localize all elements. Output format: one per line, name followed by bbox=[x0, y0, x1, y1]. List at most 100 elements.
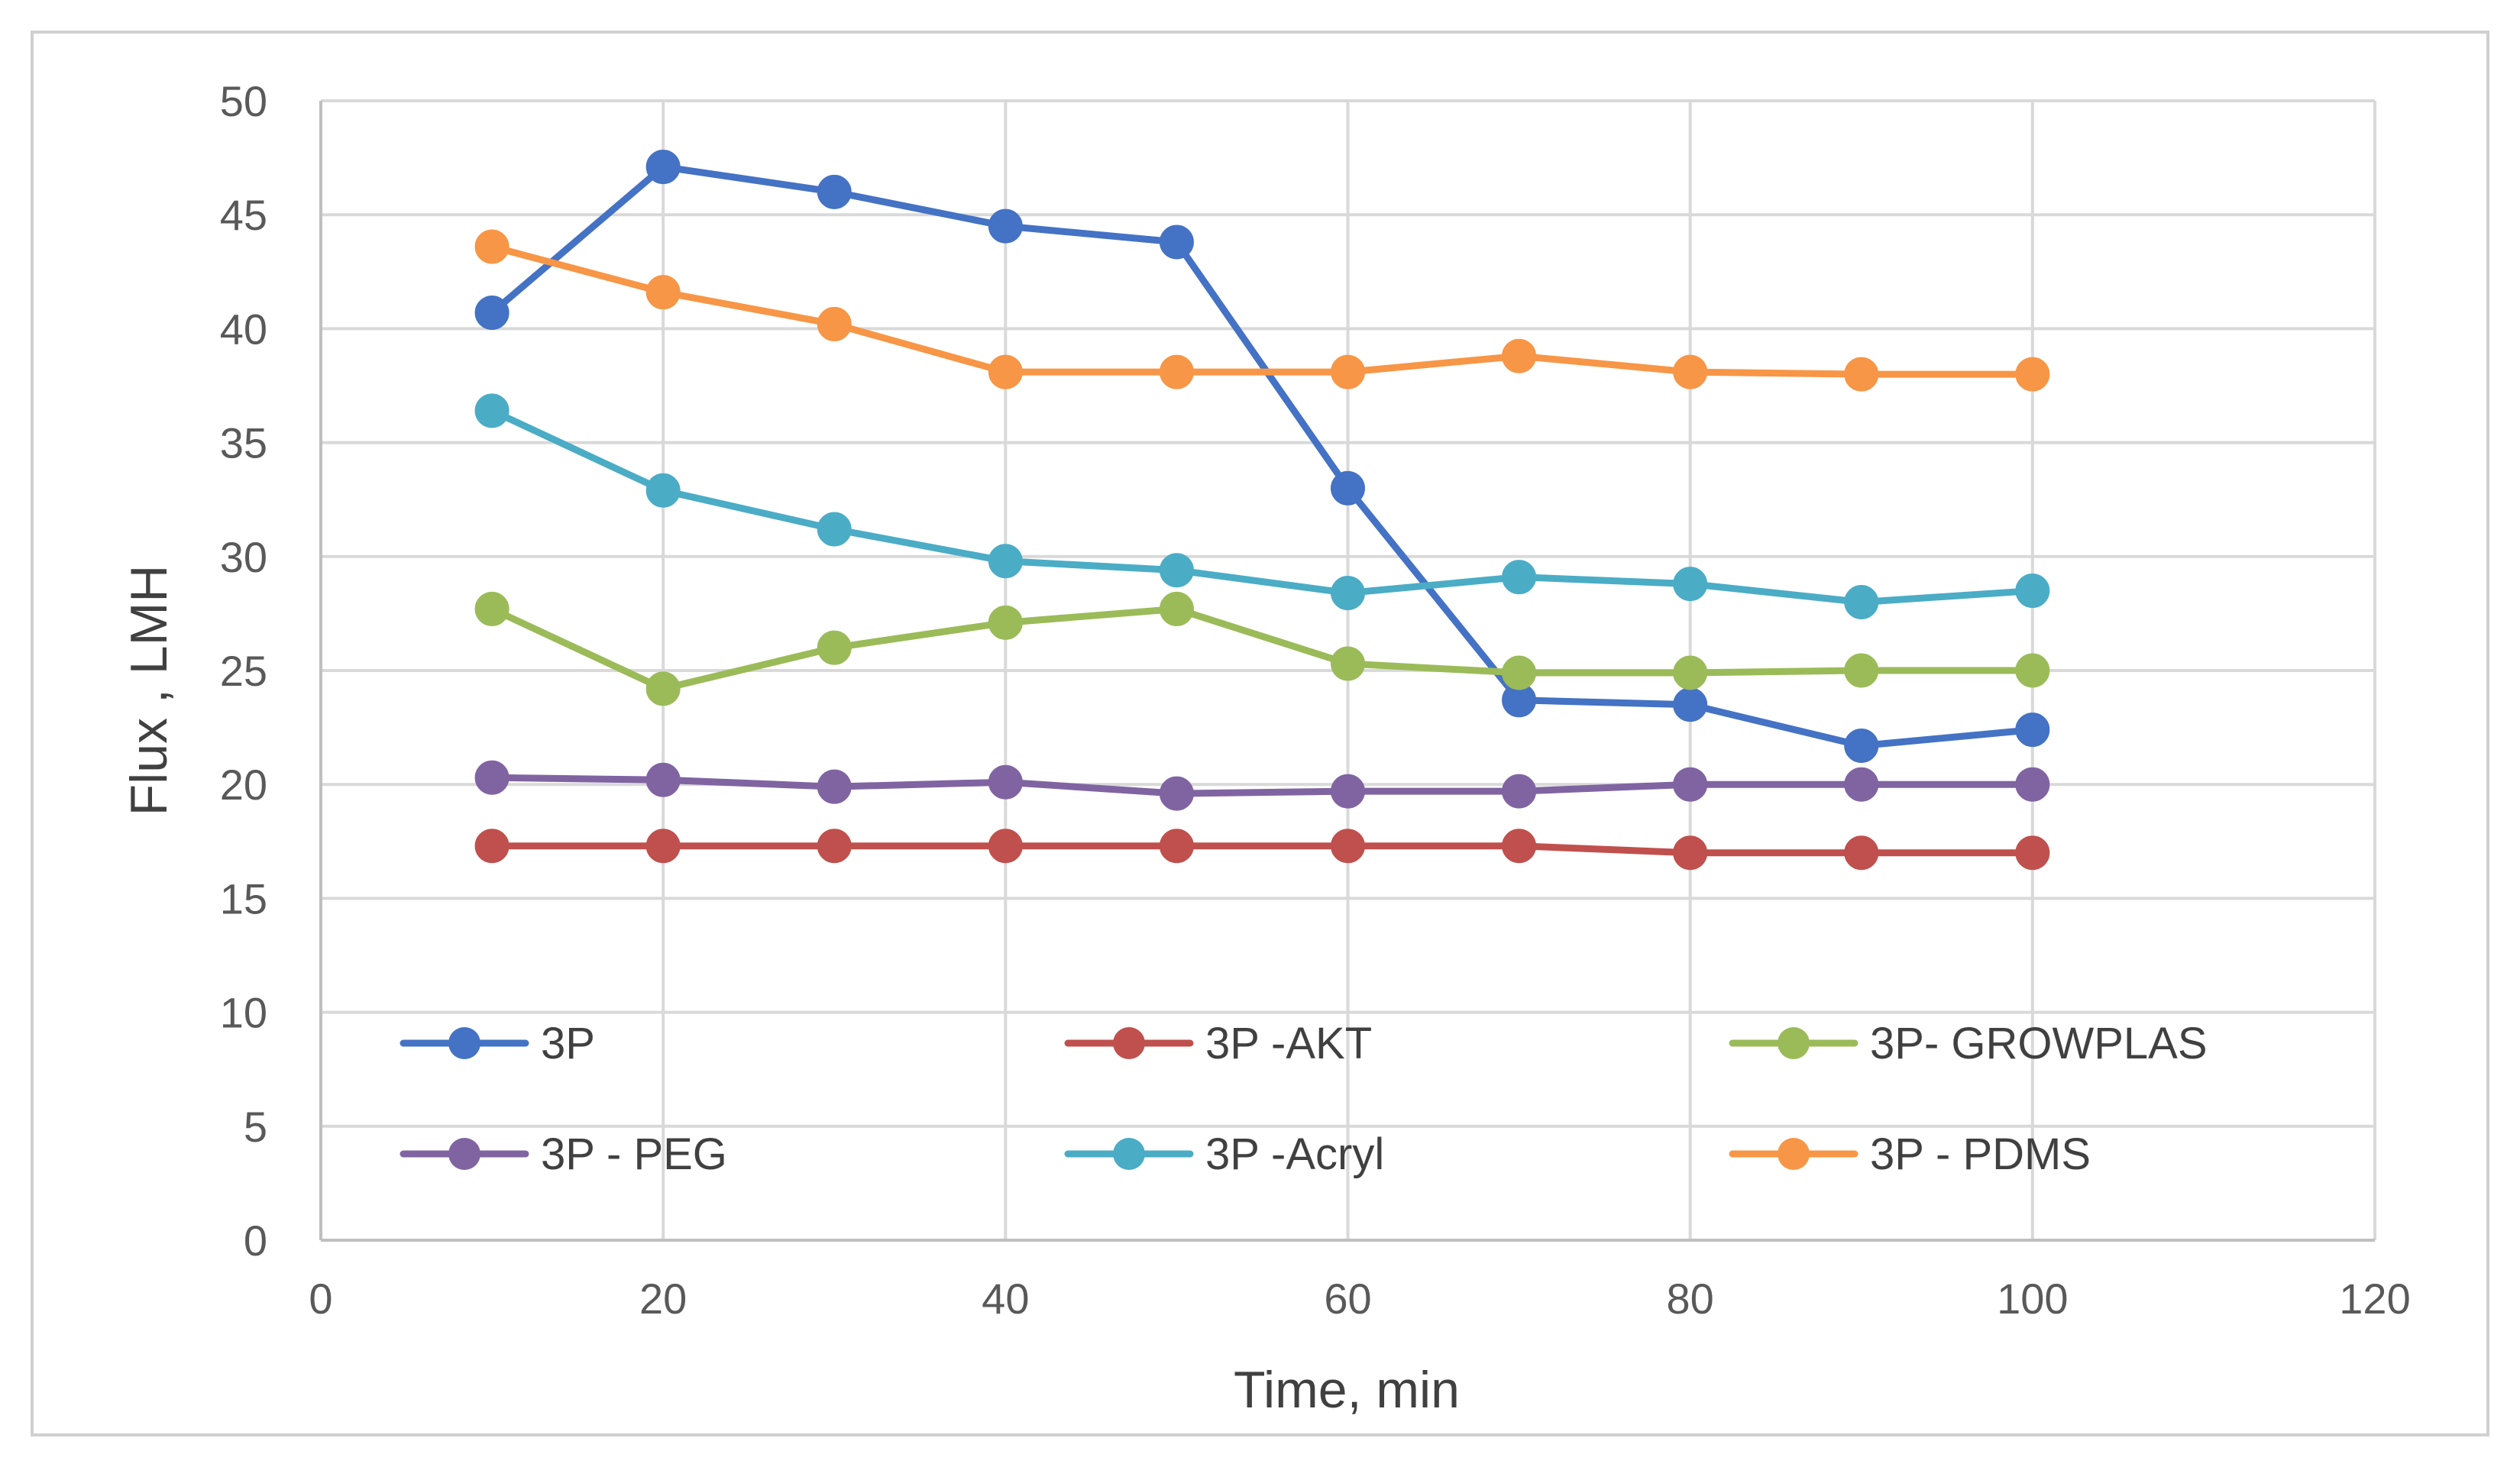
data-point-3p-peg[interactable] bbox=[1502, 774, 1537, 809]
y-tick-label: 15 bbox=[220, 874, 267, 923]
y-tick-label: 45 bbox=[220, 191, 267, 239]
data-point-3p-acryl[interactable] bbox=[2015, 574, 2050, 609]
data-point-3p-acryl[interactable] bbox=[988, 544, 1023, 579]
data-point-3p-akt[interactable] bbox=[1844, 835, 1879, 871]
data-point-3p[interactable] bbox=[817, 174, 852, 209]
legend[interactable]: 3P 3P -AKT 3P- GROWPLAS 3P - PEG 3P -Acryl 3P… bbox=[400, 1019, 2208, 1179]
data-point-3p-pdms[interactable] bbox=[645, 275, 681, 310]
data-point-3p-growplas[interactable] bbox=[1331, 646, 1365, 681]
legend-swatch-marker bbox=[448, 1027, 480, 1059]
data-point-3p[interactable] bbox=[2015, 712, 2050, 748]
x-tick-label: 40 bbox=[982, 1275, 1029, 1323]
data-point-3p[interactable] bbox=[1844, 728, 1879, 763]
data-point-3p[interactable] bbox=[988, 208, 1023, 244]
data-point-3p-acryl[interactable] bbox=[474, 393, 509, 428]
x-tick-label: 80 bbox=[1667, 1275, 1714, 1323]
legend-label: 3P bbox=[541, 1019, 595, 1068]
legend-swatch-marker bbox=[1778, 1138, 1810, 1170]
legend-entry-3p-akt[interactable]: 3P -AKT bbox=[1064, 1019, 1372, 1068]
data-point-3p-peg[interactable] bbox=[1673, 767, 1708, 802]
data-point-3p[interactable] bbox=[1673, 687, 1708, 722]
data-point-3p[interactable] bbox=[645, 150, 681, 185]
data-point-3p-acryl[interactable] bbox=[817, 512, 852, 547]
data-point-3p-pdms[interactable] bbox=[1502, 338, 1537, 373]
data-point-3p-akt[interactable] bbox=[645, 829, 681, 864]
data-point-3p-growplas[interactable] bbox=[1502, 655, 1537, 690]
x-tick-label: 120 bbox=[2339, 1275, 2410, 1323]
legend-entry-3p[interactable]: 3P bbox=[400, 1019, 595, 1068]
data-point-3p-peg[interactable] bbox=[2015, 767, 2050, 802]
data-point-3p-growplas[interactable] bbox=[1159, 591, 1194, 626]
series-line-3p-peg bbox=[488, 774, 2036, 797]
series-line-3p-akt bbox=[488, 842, 2036, 857]
data-point-3p-pdms[interactable] bbox=[1159, 354, 1194, 389]
data-point-3p-akt[interactable] bbox=[2015, 835, 2050, 871]
data-point-3p-akt[interactable] bbox=[474, 829, 509, 864]
data-point-3p-peg[interactable] bbox=[1159, 776, 1194, 811]
data-point-3p-akt[interactable] bbox=[1502, 829, 1537, 864]
data-point-3p-pdms[interactable] bbox=[988, 354, 1023, 389]
data-point-3p-acryl[interactable] bbox=[1331, 576, 1365, 611]
legend-label: 3P -AKT bbox=[1205, 1019, 1372, 1068]
legend-label: 3P- GROWPLAS bbox=[1870, 1019, 2208, 1068]
series-3p-peg bbox=[474, 760, 2050, 811]
data-point-3p-acryl[interactable] bbox=[1159, 553, 1194, 588]
data-point-3p-growplas[interactable] bbox=[474, 591, 509, 626]
data-point-3p-peg[interactable] bbox=[1844, 767, 1879, 802]
data-point-3p-acryl[interactable] bbox=[1673, 567, 1708, 602]
data-point-3p-peg[interactable] bbox=[645, 762, 681, 797]
data-point-3p-pdms[interactable] bbox=[1844, 357, 1879, 392]
data-point-3p[interactable] bbox=[474, 296, 509, 331]
data-point-3p[interactable] bbox=[1331, 470, 1365, 506]
data-point-3p-growplas[interactable] bbox=[1673, 655, 1708, 690]
y-axis-title: Flux , LMH bbox=[120, 565, 178, 816]
x-tick-label: 100 bbox=[1997, 1275, 2068, 1323]
data-point-3p-acryl[interactable] bbox=[645, 473, 681, 508]
series-line-3p-growplas bbox=[488, 605, 2036, 693]
data-point-3p-akt[interactable] bbox=[1673, 835, 1708, 871]
gridlines bbox=[321, 99, 2376, 1240]
x-axis-title: Time, min bbox=[1234, 1361, 1460, 1419]
legend-entry-3p-peg[interactable]: 3P - PEG bbox=[400, 1129, 727, 1179]
data-point-3p-growplas[interactable] bbox=[2015, 653, 2050, 688]
series-3p-akt bbox=[474, 829, 2050, 871]
y-tick-label: 25 bbox=[220, 647, 267, 695]
data-point-3p-pdms[interactable] bbox=[1331, 354, 1365, 389]
data-point-3p-akt[interactable] bbox=[817, 829, 852, 864]
data-point-3p-growplas[interactable] bbox=[645, 671, 681, 706]
data-point-3p-growplas[interactable] bbox=[988, 605, 1023, 640]
data-point-3p-akt[interactable] bbox=[1159, 829, 1194, 864]
data-point-3p-akt[interactable] bbox=[1331, 829, 1365, 864]
y-tick-label: 30 bbox=[220, 533, 267, 581]
legend-label: 3P -Acryl bbox=[1205, 1129, 1384, 1179]
legend-entry-3p-pdms[interactable]: 3P - PDMS bbox=[1729, 1129, 2091, 1179]
data-point-3p-pdms[interactable] bbox=[2015, 357, 2050, 392]
x-tick-label: 60 bbox=[1324, 1275, 1371, 1323]
series-line-3p bbox=[488, 163, 2036, 749]
data-point-3p-peg[interactable] bbox=[474, 760, 509, 795]
legend-entry-3p-acryl[interactable]: 3P -Acryl bbox=[1064, 1129, 1384, 1179]
data-point-3p-pdms[interactable] bbox=[817, 306, 852, 341]
series-3p-pdms bbox=[474, 229, 2050, 392]
legend-label: 3P - PEG bbox=[541, 1129, 727, 1179]
data-point-3p-acryl[interactable] bbox=[1844, 584, 1879, 619]
data-point-3p-growplas[interactable] bbox=[1844, 653, 1879, 688]
data-point-3p-pdms[interactable] bbox=[1673, 354, 1708, 389]
y-tick-label: 40 bbox=[220, 305, 267, 353]
x-tick-label: 20 bbox=[639, 1275, 687, 1323]
data-point-3p-pdms[interactable] bbox=[474, 229, 509, 264]
y-tick-label: 50 bbox=[220, 77, 267, 125]
legend-entry-3p-growplas[interactable]: 3P- GROWPLAS bbox=[1729, 1019, 2208, 1068]
data-point-3p-peg[interactable] bbox=[1331, 774, 1365, 809]
data-point-3p[interactable] bbox=[1159, 225, 1194, 260]
y-tick-label: 5 bbox=[244, 1103, 267, 1151]
axes: 0 5 10 15 20 25 30 35 40 45 50 0 20 40 60 80 100 120 bbox=[220, 77, 2411, 1323]
y-tick-label: 0 bbox=[244, 1217, 267, 1265]
legend-swatch-marker bbox=[1113, 1027, 1145, 1059]
data-point-3p-akt[interactable] bbox=[988, 829, 1023, 864]
data-point-3p-acryl[interactable] bbox=[1502, 560, 1537, 595]
data-point-3p-peg[interactable] bbox=[988, 764, 1023, 800]
data-point-3p-peg[interactable] bbox=[817, 769, 852, 804]
chart-frame bbox=[31, 31, 2489, 1436]
data-point-3p-growplas[interactable] bbox=[817, 630, 852, 665]
